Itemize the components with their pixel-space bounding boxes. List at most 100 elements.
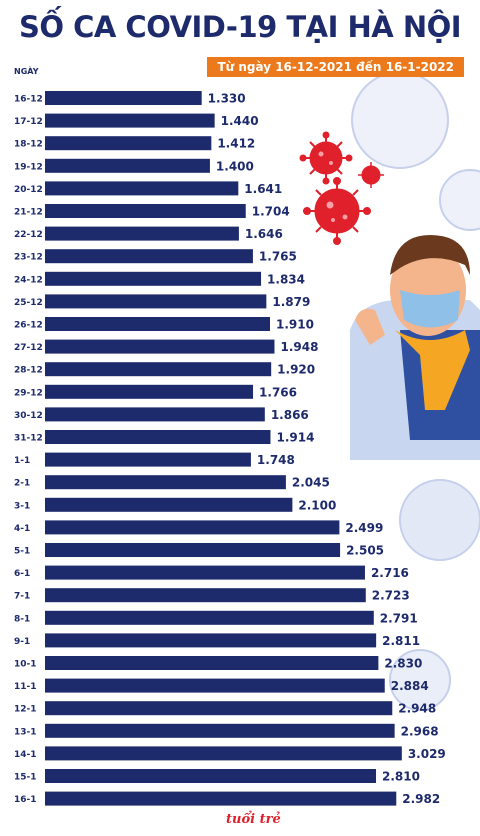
value-label: 1.412 <box>217 137 255 151</box>
category-label: 21-12 <box>14 208 43 218</box>
bar <box>45 746 402 761</box>
value-label: 2.045 <box>292 476 330 490</box>
category-label: 9-1 <box>14 637 30 647</box>
value-label: 1.920 <box>277 363 315 377</box>
category-label: 18-12 <box>14 140 43 150</box>
bar <box>45 475 286 490</box>
date-range-badge: Từ ngày 16-12-2021 đến 16-1-2022 <box>207 57 464 77</box>
chart-title: SỐ CA COVID-19 TẠI HÀ NỘI <box>18 10 462 44</box>
brand-logo: tuổi trẻ <box>226 812 281 827</box>
category-label: 12-1 <box>14 705 37 715</box>
category-label: 3-1 <box>14 501 30 511</box>
value-label: 1.641 <box>244 182 282 196</box>
value-label: 1.704 <box>252 205 290 219</box>
value-label: 2.830 <box>384 657 422 671</box>
bar <box>45 113 215 128</box>
bar <box>45 656 379 670</box>
value-label: 1.879 <box>272 295 310 309</box>
bar <box>45 723 395 738</box>
bar <box>45 294 267 309</box>
category-label: 20-12 <box>14 185 43 195</box>
category-label: 10-1 <box>14 660 37 670</box>
category-label: 23-12 <box>14 253 43 263</box>
category-label: 1-1 <box>14 456 30 466</box>
bar <box>45 226 239 241</box>
category-label: 13-1 <box>14 727 37 737</box>
bar <box>45 610 374 625</box>
category-label: 17-12 <box>14 117 43 127</box>
bar <box>45 136 212 151</box>
category-label: 24-12 <box>14 275 43 285</box>
bar <box>45 678 385 693</box>
value-label: 2.499 <box>345 521 383 535</box>
category-label: 22-12 <box>14 230 43 240</box>
value-label: 2.723 <box>372 589 410 603</box>
value-label: 3.029 <box>408 747 446 761</box>
category-label: 11-1 <box>14 682 37 692</box>
category-label: 25-12 <box>14 298 43 308</box>
bar <box>45 249 253 264</box>
value-label: 2.100 <box>298 498 336 512</box>
person-with-mask-illustration <box>350 235 480 460</box>
bar <box>45 497 293 512</box>
value-label: 1.866 <box>271 408 309 422</box>
bar <box>45 181 239 196</box>
value-label: 2.811 <box>382 634 420 648</box>
bar <box>45 91 202 105</box>
value-label: 2.505 <box>346 544 384 558</box>
value-label: 1.330 <box>208 92 246 106</box>
value-label: 2.884 <box>391 679 429 693</box>
value-label: 1.910 <box>276 318 314 332</box>
bar <box>45 384 254 399</box>
bar <box>45 362 272 377</box>
bar <box>45 543 341 557</box>
bar <box>45 407 265 422</box>
category-label: 30-12 <box>14 411 43 421</box>
bar <box>45 339 275 354</box>
value-label: 1.914 <box>276 431 314 445</box>
value-label: 1.766 <box>259 385 297 399</box>
bar <box>45 633 377 648</box>
value-label: 1.400 <box>216 159 254 173</box>
category-label: 4-1 <box>14 524 30 534</box>
value-label: 1.948 <box>280 340 318 354</box>
value-label: 2.968 <box>401 724 439 738</box>
value-label: 2.791 <box>380 611 418 625</box>
red-virus-icon <box>299 131 384 245</box>
category-label: 27-12 <box>14 343 43 353</box>
y-axis-label: NGÀY <box>14 67 39 76</box>
bar <box>45 204 246 218</box>
bar <box>45 271 262 286</box>
category-label: 16-12 <box>14 95 43 105</box>
bar <box>45 317 270 331</box>
bar <box>45 565 365 580</box>
value-label: 1.440 <box>221 114 259 128</box>
category-label: 28-12 <box>14 366 43 376</box>
category-label: 8-1 <box>14 614 30 624</box>
category-label: 15-1 <box>14 773 37 783</box>
bar <box>45 452 251 467</box>
category-label: 19-12 <box>14 162 43 172</box>
value-label: 1.834 <box>267 272 305 286</box>
value-label: 1.748 <box>257 453 295 467</box>
value-label: 2.982 <box>402 792 440 806</box>
light-virus-icon <box>351 71 480 711</box>
category-label: 2-1 <box>14 479 30 489</box>
category-label: 29-12 <box>14 388 43 398</box>
value-label: 1.765 <box>259 250 297 264</box>
category-label: 7-1 <box>14 592 30 602</box>
value-label: 2.716 <box>371 566 409 580</box>
value-label: 1.646 <box>245 227 283 241</box>
category-label: 6-1 <box>14 569 30 579</box>
category-label: 31-12 <box>14 434 43 444</box>
value-label: 2.948 <box>398 702 436 716</box>
bar <box>45 430 271 444</box>
bar <box>45 158 210 173</box>
bar <box>45 769 377 783</box>
value-label: 2.810 <box>382 770 420 784</box>
bar <box>45 791 397 806</box>
bar <box>45 520 340 535</box>
category-label: 5-1 <box>14 547 30 557</box>
